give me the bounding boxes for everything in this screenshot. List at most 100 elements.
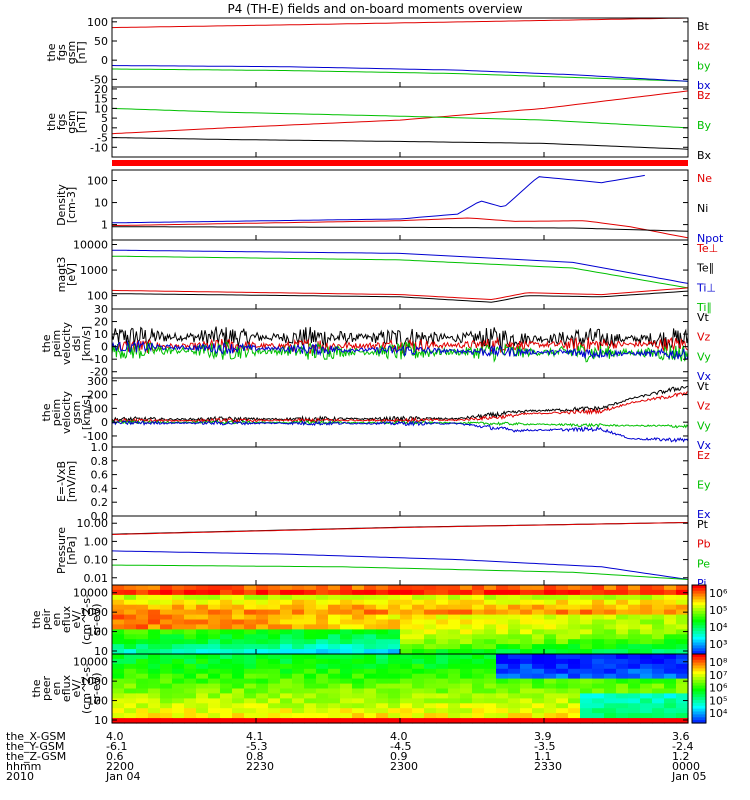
spectrogram-cell <box>436 629 449 635</box>
spectrogram-cell <box>244 663 257 670</box>
spectrogram-cell <box>232 585 245 591</box>
spectrogram-cell <box>556 604 569 611</box>
spectrogram-cell <box>148 673 161 680</box>
spectrogram-cell <box>484 639 497 645</box>
y-axis-label-line: eV/ <box>70 679 83 697</box>
colorbar-step <box>692 668 706 672</box>
spectrogram-cell <box>604 609 617 616</box>
spectrogram-cell <box>592 585 605 591</box>
spectrogram-cell <box>640 718 653 724</box>
spectrogram-cell <box>256 663 269 670</box>
spectrogram-cell <box>172 594 185 601</box>
spectrogram-cell <box>352 693 365 699</box>
colorbar-step <box>692 628 706 632</box>
spectrogram-cell <box>508 718 521 724</box>
spectrogram-cell <box>640 688 653 694</box>
spectrogram-cell <box>664 703 677 709</box>
spectrogram-cell <box>304 698 317 704</box>
spectrogram-cell <box>520 609 533 616</box>
spectrogram-cell <box>268 604 281 611</box>
spectrogram-cell <box>520 703 533 709</box>
spectrogram-cell <box>244 589 257 596</box>
spectrogram-cell <box>472 644 485 650</box>
colorbar-step <box>692 677 706 681</box>
spectrogram-cell <box>232 594 245 601</box>
spectrogram-cell <box>244 693 257 699</box>
spectrogram-cell <box>316 663 329 670</box>
spectrogram-cell <box>340 673 353 680</box>
y-tick-label: 0 <box>101 416 108 429</box>
y-tick-label: 10000 <box>73 587 108 600</box>
spectrogram-cell <box>112 698 125 704</box>
spectrogram-cell <box>316 683 329 690</box>
spectrogram-cell <box>640 654 653 660</box>
spectrogram-cell <box>664 644 677 650</box>
colorbar-step <box>692 651 706 655</box>
spectrogram-cell <box>160 585 173 591</box>
spectrogram-cell <box>292 634 305 640</box>
spectrogram-cell <box>604 668 617 675</box>
y-tick-label: 1000 <box>80 264 108 277</box>
colorbar-step <box>692 717 706 721</box>
spectrogram-cell <box>136 688 149 694</box>
spectrogram-cell <box>388 703 401 709</box>
spectrogram-cell <box>508 644 521 650</box>
spectrogram-cell <box>676 594 689 601</box>
y-tick-label: 0.10 <box>84 554 109 567</box>
spectrogram-cell <box>388 609 401 616</box>
spectrogram-cell <box>652 713 665 719</box>
spectrogram-cell <box>328 629 341 635</box>
spectrogram-cell <box>268 639 281 645</box>
spectrogram-cell <box>328 668 341 675</box>
spectrogram-cell <box>676 693 689 699</box>
spectrogram-cell <box>352 663 365 670</box>
spectrogram-cell <box>472 718 485 724</box>
spectrogram-cell <box>448 599 461 606</box>
spectrogram-cell <box>556 663 569 670</box>
spectrogram-cell <box>664 713 677 719</box>
series-p4-Ti⊥ <box>112 249 689 284</box>
spectrogram-cell <box>484 594 497 601</box>
spectrogram-cell <box>256 673 269 680</box>
spectrogram-cell <box>496 585 509 591</box>
spectrogram-cell <box>520 649 533 655</box>
spectrogram-cell <box>124 673 137 680</box>
spectrogram-cell <box>148 678 161 685</box>
spectrogram-cell <box>556 698 569 704</box>
spectrogram-cell <box>484 678 497 685</box>
spectrogram-cell <box>220 718 233 724</box>
spectrogram-cell <box>124 604 137 611</box>
spectrogram-cell <box>160 614 173 621</box>
spectrogram-cell <box>304 673 317 680</box>
spectrogram-cell <box>232 678 245 685</box>
spectrogram-cell <box>556 713 569 719</box>
spectrogram-cell <box>556 624 569 630</box>
y-tick-label: -50 <box>90 73 108 86</box>
y-axis-label-line: E=-VxB <box>55 461 68 502</box>
spectrogram-cell <box>172 708 185 714</box>
spectrogram-cell <box>364 654 377 660</box>
spectrogram-cell <box>148 634 161 640</box>
spectrogram-cell <box>244 698 257 704</box>
spectrogram-cell <box>628 688 641 694</box>
spectrogram-cell <box>400 644 413 650</box>
spectrogram-cell <box>676 585 689 591</box>
legend-p4-0: Te⊥ <box>696 242 718 255</box>
spectrogram-cell <box>388 649 401 655</box>
spectrogram-cell <box>400 614 413 621</box>
spectrogram-cell <box>256 619 269 625</box>
spectrogram-cell <box>292 589 305 596</box>
spectrogram-cell <box>424 589 437 596</box>
spectrogram-cell <box>436 663 449 670</box>
spectrogram-cell <box>520 698 533 704</box>
spectrogram-cell <box>148 585 161 591</box>
spectrogram-cell <box>208 614 221 621</box>
spectrogram-cell <box>340 658 353 665</box>
spectrogram-cell <box>352 718 365 724</box>
spectrogram-cell <box>448 589 461 596</box>
spectrogram-cell <box>424 713 437 719</box>
y-axis-label-line: [nT] <box>75 41 88 63</box>
legend-p2-1: By <box>697 119 712 132</box>
spectrogram-cell <box>460 693 473 699</box>
